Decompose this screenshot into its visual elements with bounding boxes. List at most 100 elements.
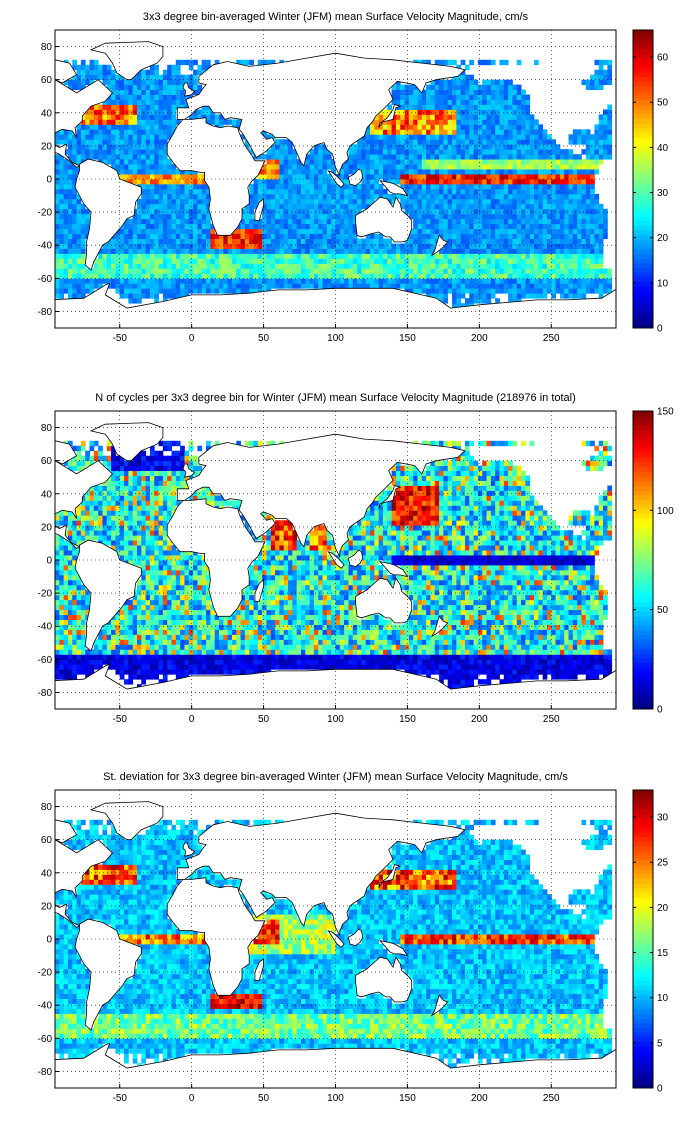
heatmap-cell — [542, 268, 548, 274]
heatmap-cell — [482, 669, 487, 675]
heatmap-cell — [581, 233, 587, 239]
heatmap-cell — [175, 183, 181, 190]
heatmap-cell — [128, 664, 134, 670]
heatmap-cell — [348, 193, 354, 200]
heatmap-cell — [404, 159, 410, 165]
heatmap-cell — [184, 104, 190, 110]
heatmap-cell — [223, 268, 229, 274]
heatmap-cell — [486, 174, 492, 180]
heatmap-cell — [421, 288, 427, 294]
heatmap-cell — [201, 238, 207, 244]
heatmap-cell — [464, 129, 470, 135]
heatmap-cell — [508, 659, 513, 665]
heatmap-cell — [439, 253, 444, 259]
heatmap-cell — [486, 139, 492, 145]
heatmap-cell — [154, 74, 159, 81]
heatmap-cell — [184, 228, 190, 235]
heatmap-cell — [434, 213, 440, 220]
heatmap-cell — [154, 203, 159, 210]
heatmap-cell — [223, 654, 229, 660]
heatmap-cell — [503, 278, 509, 284]
heatmap-cell — [447, 238, 453, 244]
heatmap-cell — [452, 293, 457, 299]
heatmap-cell — [149, 69, 155, 76]
heatmap-cell — [590, 223, 595, 230]
heatmap-cell — [499, 144, 505, 150]
heatmap-cell — [98, 654, 103, 660]
heatmap-cell — [305, 179, 311, 185]
heatmap-cell — [387, 174, 392, 180]
heatmap-cell — [577, 169, 582, 175]
heatmap-cell — [313, 174, 319, 180]
heatmap-cell — [490, 89, 496, 95]
heatmap-cell — [132, 169, 138, 175]
heatmap-cell — [577, 233, 582, 239]
heatmap-cell — [344, 243, 349, 249]
heatmap-cell — [326, 263, 332, 269]
heatmap-cell — [413, 233, 418, 239]
heatmap-cell — [352, 233, 358, 239]
heatmap-cell — [175, 104, 181, 110]
heatmap-cell — [370, 283, 375, 289]
heatmap-cell — [404, 84, 410, 90]
heatmap-cell — [499, 164, 505, 170]
heatmap-cell — [266, 164, 272, 170]
heatmap-cell — [55, 669, 60, 675]
heatmap-cell — [490, 213, 496, 220]
heatmap-cell — [175, 669, 181, 675]
heatmap-cell — [279, 243, 285, 249]
heatmap-cell — [76, 263, 82, 269]
heatmap-cell — [456, 303, 462, 309]
heatmap-cell — [227, 278, 233, 284]
heatmap-cell — [464, 183, 470, 190]
heatmap-cell — [439, 228, 444, 235]
heatmap-cell — [309, 278, 315, 284]
heatmap-cell — [322, 268, 328, 274]
heatmap-cell — [421, 258, 427, 264]
heatmap-cell — [486, 223, 492, 230]
heatmap-cell — [352, 154, 358, 160]
heatmap-cell — [490, 154, 496, 160]
heatmap-cell — [59, 188, 65, 195]
heatmap-cell — [106, 273, 112, 279]
heatmap-cell — [577, 174, 582, 180]
heatmap-cell — [67, 659, 73, 665]
heatmap-cell — [439, 278, 444, 284]
heatmap-cell — [80, 669, 86, 675]
heatmap-cell — [124, 263, 129, 269]
heatmap-cell — [180, 183, 185, 190]
heatmap-cell — [404, 208, 410, 215]
heatmap-cell — [231, 243, 237, 249]
heatmap-cell — [413, 99, 418, 105]
heatmap-cell — [279, 238, 285, 244]
heatmap-cell — [115, 288, 121, 294]
heatmap-cell — [275, 664, 280, 670]
heatmap-cell — [279, 179, 285, 185]
heatmap-cell — [357, 188, 362, 195]
heatmap-cell — [516, 679, 522, 685]
heatmap-cell — [512, 193, 518, 200]
heatmap-cell — [149, 134, 155, 140]
heatmap-cell — [331, 654, 336, 660]
heatmap-cell — [417, 179, 423, 185]
heatmap-cell — [339, 233, 345, 239]
heatmap-cell — [132, 268, 138, 274]
heatmap-cell — [158, 659, 164, 665]
heatmap-cell — [456, 149, 462, 155]
heatmap-cell — [594, 134, 600, 140]
heatmap-cell — [495, 188, 500, 195]
heatmap-cell — [249, 278, 254, 284]
heatmap-cell — [534, 174, 539, 180]
heatmap-cell — [197, 233, 203, 239]
heatmap-cell — [145, 84, 151, 90]
heatmap-cell — [106, 99, 112, 105]
heatmap-cell — [253, 188, 259, 195]
heatmap-cell — [63, 243, 69, 249]
heatmap-cell — [382, 169, 388, 175]
heatmap-cell — [572, 223, 578, 230]
heatmap-cell — [594, 278, 600, 284]
heatmap-cell — [184, 208, 190, 215]
heatmap-cell — [387, 278, 392, 284]
heatmap-cell — [564, 669, 569, 675]
heatmap-cell — [365, 144, 371, 150]
